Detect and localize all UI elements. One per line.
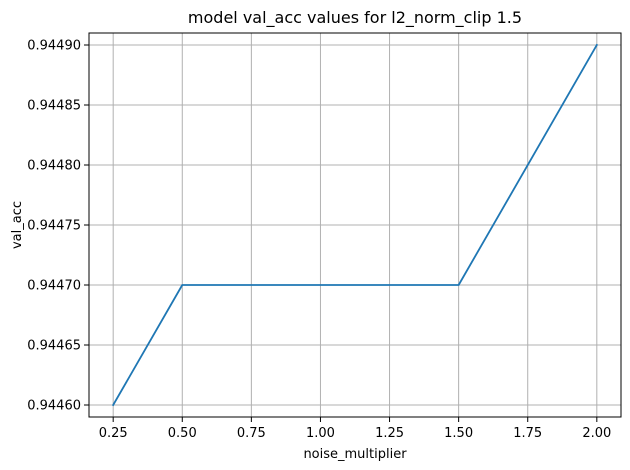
x-tick-label: 0.50 (168, 426, 197, 441)
ticks-layer: 0.25 0.50 0.75 1.00 1.25 1.50 1.75 2.00 0.94460 0… (27, 39, 611, 442)
x-axis-label: noise_multiplier (303, 447, 407, 462)
y-tick-label: 0.94490 (27, 39, 81, 54)
y-tick-label: 0.94485 (27, 99, 81, 114)
y-tick-label: 0.94465 (27, 339, 81, 354)
grid-layer (89, 33, 621, 417)
x-tick-label: 0.25 (99, 426, 128, 441)
y-tick-label: 0.94470 (27, 279, 81, 294)
x-tick-label: 0.75 (237, 426, 266, 441)
y-axis-label: val_acc (10, 201, 25, 249)
y-tick-label: 0.94475 (27, 219, 81, 234)
x-tick-label: 1.75 (513, 426, 542, 441)
x-tick-label: 1.25 (375, 426, 404, 441)
chart-title: model val_acc values for l2_norm_clip 1.… (188, 8, 522, 28)
x-tick-label: 1.50 (444, 426, 473, 441)
x-tick-label: 2.00 (582, 426, 611, 441)
y-tick-label: 0.94480 (27, 159, 81, 174)
y-tick-label: 0.94460 (27, 399, 81, 414)
x-tick-label: 1.00 (306, 426, 335, 441)
series-layer (111, 43, 599, 407)
series-line (111, 43, 599, 407)
